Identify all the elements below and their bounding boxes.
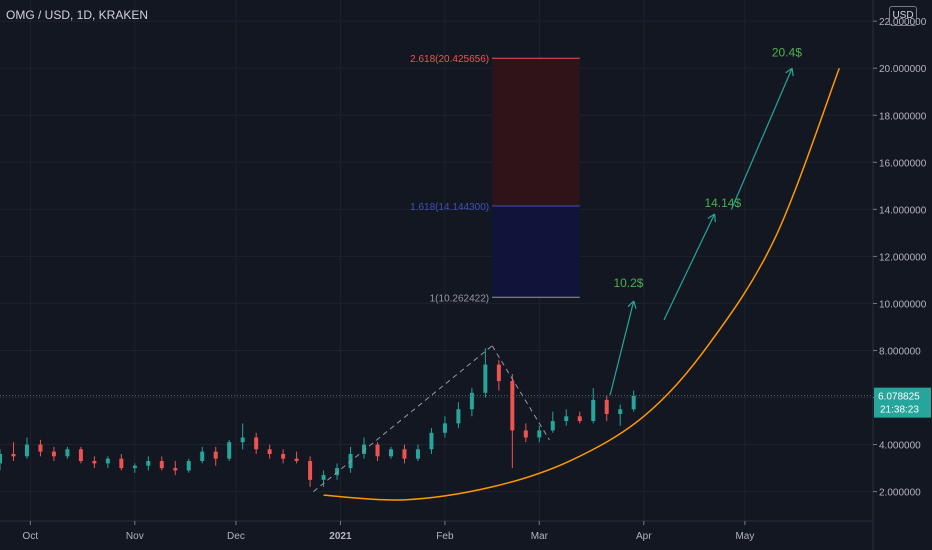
candle-body [550,421,555,431]
candle-body [591,399,596,422]
x-tick-label: Mar [531,531,549,542]
candle-body [388,449,393,457]
candle-body [442,423,447,433]
candle-body [631,395,636,410]
y-tick-label: 8.000000 [879,346,921,357]
fib-zone-upper [492,58,580,206]
candle-body [429,432,434,450]
candle-body [11,453,16,457]
y-tick-label: 4.000000 [879,441,921,452]
time-axis-panel [0,521,873,550]
candle-body [604,399,609,414]
candle-body [294,458,299,462]
price-tag-value: 6.078825 [878,392,920,403]
candle-body [308,461,313,480]
y-tick-label: 14.000000 [879,205,927,216]
candle-body [335,468,340,476]
arrow-head [633,300,637,309]
candle-body [510,381,515,431]
candle-body [200,451,205,462]
candle-body [227,442,232,459]
candle-body [537,430,542,438]
candle-body [469,392,474,410]
price-tag [874,387,931,418]
fibonacci-extension[interactable]: 2.618(20.425656) 1.618(14.144300) 1(10.262… [410,54,580,304]
candle-body [38,444,43,452]
candle-body [24,444,29,457]
candle-body [577,416,582,422]
y-tick-label: 12.000000 [879,252,927,263]
candle-body [105,458,110,464]
trend-line [313,345,493,492]
candle-body [119,458,124,469]
fib-level-label: 1.618(14.144300) [410,202,489,213]
x-tick-label: 2021 [329,531,352,542]
arrow-head [627,300,635,308]
candle-body [186,461,191,471]
target-arrow [663,213,716,321]
fib-zone-lower [492,205,580,298]
candle-body [362,444,367,454]
y-tick-label: 2.000000 [879,488,921,499]
drawings[interactable]: 10.2$14.14$20.4$ [0,45,873,501]
target-arrow [730,67,793,210]
arrow-head [791,68,794,77]
candle-body [496,364,501,382]
x-tick-label: Apr [636,531,652,542]
fib-level-label: 2.618(20.425656) [410,54,489,65]
candle-body [564,416,569,422]
trend-line [491,345,550,441]
candle-body [78,449,83,462]
candle-body [281,453,286,459]
symbol-title: OMG / USD, 1D, KRAKEN [6,8,149,22]
candle-body [92,461,97,464]
price-tag-countdown: 21:38:23 [880,405,919,416]
candle-body [0,453,2,464]
candle-body [146,461,151,466]
candle-body [483,364,488,393]
y-tick-label: 10.000000 [879,299,927,310]
fib-level-label: 1(10.262422) [430,293,490,304]
projection-curve [323,67,840,501]
x-tick-label: Oct [23,531,39,542]
arrow-head [713,213,716,223]
candle-body [65,449,70,457]
candle-body [402,449,407,459]
candle-body [415,449,420,459]
x-tick-label: Dec [227,531,245,542]
candle-body [375,444,380,457]
candle-body [132,465,137,469]
arrow-head [785,67,793,74]
y-tick-label: 18.000000 [879,111,927,122]
x-tick-label: May [735,531,754,542]
candle-body [267,449,272,454]
candle-body [523,430,528,438]
candle-body [254,437,259,450]
x-tick-label: Nov [126,531,144,542]
candle-body [159,461,164,469]
price-axis-panel [873,0,932,550]
y-tick-label: 20.000000 [879,64,927,75]
candle-body [618,409,623,414]
x-tick-label: Feb [436,531,454,542]
target-label: 10.2$ [613,276,643,290]
y-tick-label: 16.000000 [879,158,927,169]
candle-body [321,475,326,480]
target-arrow [609,300,635,396]
y-tick-label: 22.000000 [879,17,927,28]
currency-button[interactable]: USD [889,6,917,26]
candle-body [51,451,56,457]
candle-body [456,409,461,424]
candle-body [240,437,245,443]
candle-body [173,468,178,471]
target-label: 20.4$ [772,45,802,59]
arrow-head [707,213,715,219]
candle-body [213,451,218,459]
candlestick-series [0,348,636,487]
